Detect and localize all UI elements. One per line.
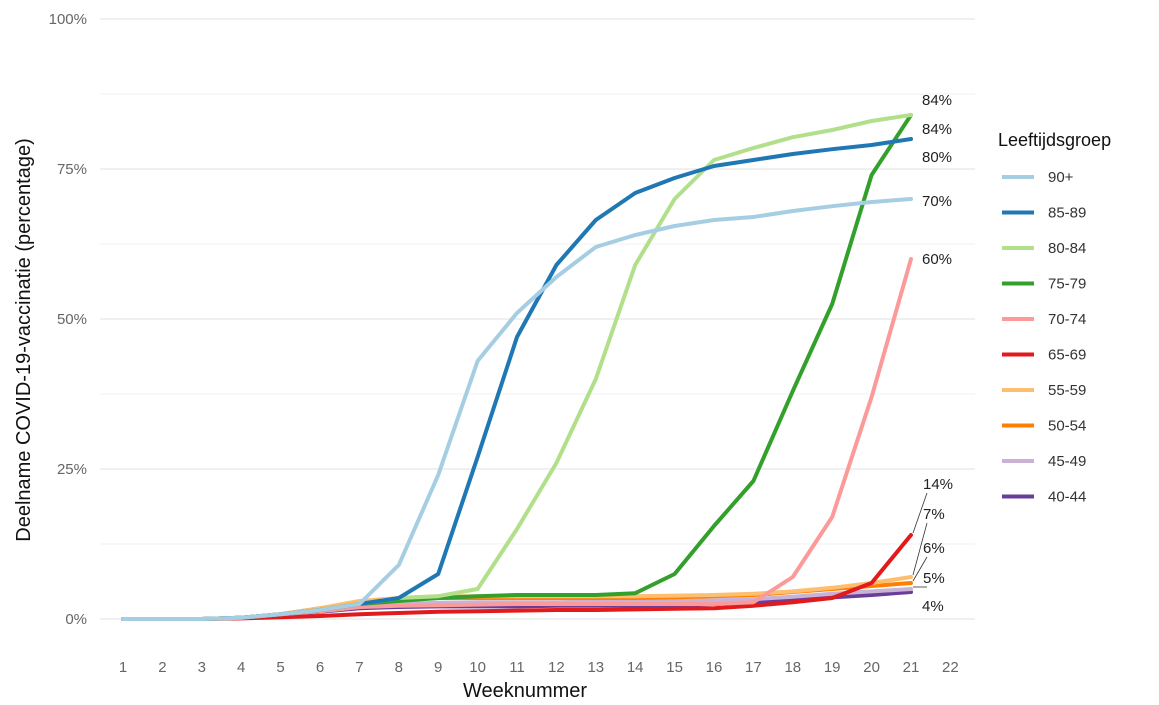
end-label-55-59: 7% (923, 506, 945, 523)
x-tick-label: 12 (548, 659, 565, 676)
series-line-80-84 (121, 113, 913, 621)
x-tick-label: 21 (903, 659, 920, 676)
end-label-90+: 70% (922, 193, 952, 210)
x-axis-title: Weeknummer (463, 680, 587, 702)
end-label-45-49: 5% (923, 570, 945, 587)
x-tick-label: 10 (469, 659, 486, 676)
legend-label: 75-79 (1048, 276, 1086, 293)
x-tick-label: 9 (434, 659, 442, 676)
legend-label: 70-74 (1048, 311, 1086, 328)
end-label-65-69: 14% (923, 476, 953, 493)
x-tick-label: 3 (198, 659, 206, 676)
legend-label: 45-49 (1048, 453, 1086, 470)
y-axis-title: Deelname COVID-19-vaccinatie (percentage… (13, 138, 35, 542)
x-tick-label: 13 (587, 659, 604, 676)
x-tick-label: 1 (119, 659, 127, 676)
x-tick-label: 16 (706, 659, 723, 676)
end-label-85-89: 80% (922, 149, 952, 166)
legend-label: 90+ (1048, 169, 1074, 186)
legend-label: 85-89 (1048, 205, 1086, 222)
legend-label: 80-84 (1048, 240, 1086, 257)
series-line-90+ (121, 197, 913, 621)
end-label-80-84: 84% (922, 92, 952, 109)
x-tick-label: 17 (745, 659, 762, 676)
legend-label: 50-54 (1048, 418, 1086, 435)
x-tick-label: 22 (942, 659, 959, 676)
legend-label: 65-69 (1048, 347, 1086, 364)
x-tick-label: 18 (784, 659, 801, 676)
legend-label: 55-59 (1048, 382, 1086, 399)
leader-line (912, 522, 928, 576)
x-tick-label: 19 (824, 659, 841, 676)
x-tick-label: 5 (276, 659, 284, 676)
series-lines (121, 113, 913, 621)
x-tick-label: 15 (666, 659, 683, 676)
x-tick-label: 8 (395, 659, 403, 676)
y-tick-label: 25% (57, 461, 87, 478)
x-tick-label: 4 (237, 659, 245, 676)
end-label-40-44: 4% (922, 598, 944, 615)
end-label-70-74: 60% (922, 251, 952, 268)
x-tick-label: 6 (316, 659, 324, 676)
leader-line (912, 492, 928, 534)
legend: Leeftijdsgroep 90+ 85-89 80-84 75-79 70-74 65… (998, 130, 1111, 506)
legend-label: 40-44 (1048, 489, 1086, 506)
y-tick-label: 50% (57, 311, 87, 328)
y-tick-label: 75% (57, 161, 87, 178)
leader-line (912, 556, 928, 582)
end-label-50-54: 6% (923, 540, 945, 557)
x-tick-label: 7 (355, 659, 363, 676)
y-tick-label: 100% (49, 11, 87, 28)
series-line-75-79 (121, 113, 913, 621)
legend-title: Leeftijdsgroep (998, 130, 1111, 150)
x-tick-label: 20 (863, 659, 880, 676)
end-label-75-79: 84% (922, 121, 952, 138)
y-tick-label: 0% (65, 611, 87, 628)
x-tick-label: 11 (509, 659, 525, 676)
x-axis-ticks: 1 2 3 4 5 6 7 8 9 10 11 12 13 14 15 16 17 18 19 20 21 22 (119, 659, 959, 676)
x-tick-label: 2 (158, 659, 166, 676)
end-labels: 70% 80% 84% 84% 60% 14% 7% 6% 5% 4% (912, 92, 953, 615)
x-tick-label: 14 (627, 659, 644, 676)
grid (100, 18, 975, 620)
y-axis-ticks: 0% 25% 50% 75% 100% (49, 11, 87, 628)
